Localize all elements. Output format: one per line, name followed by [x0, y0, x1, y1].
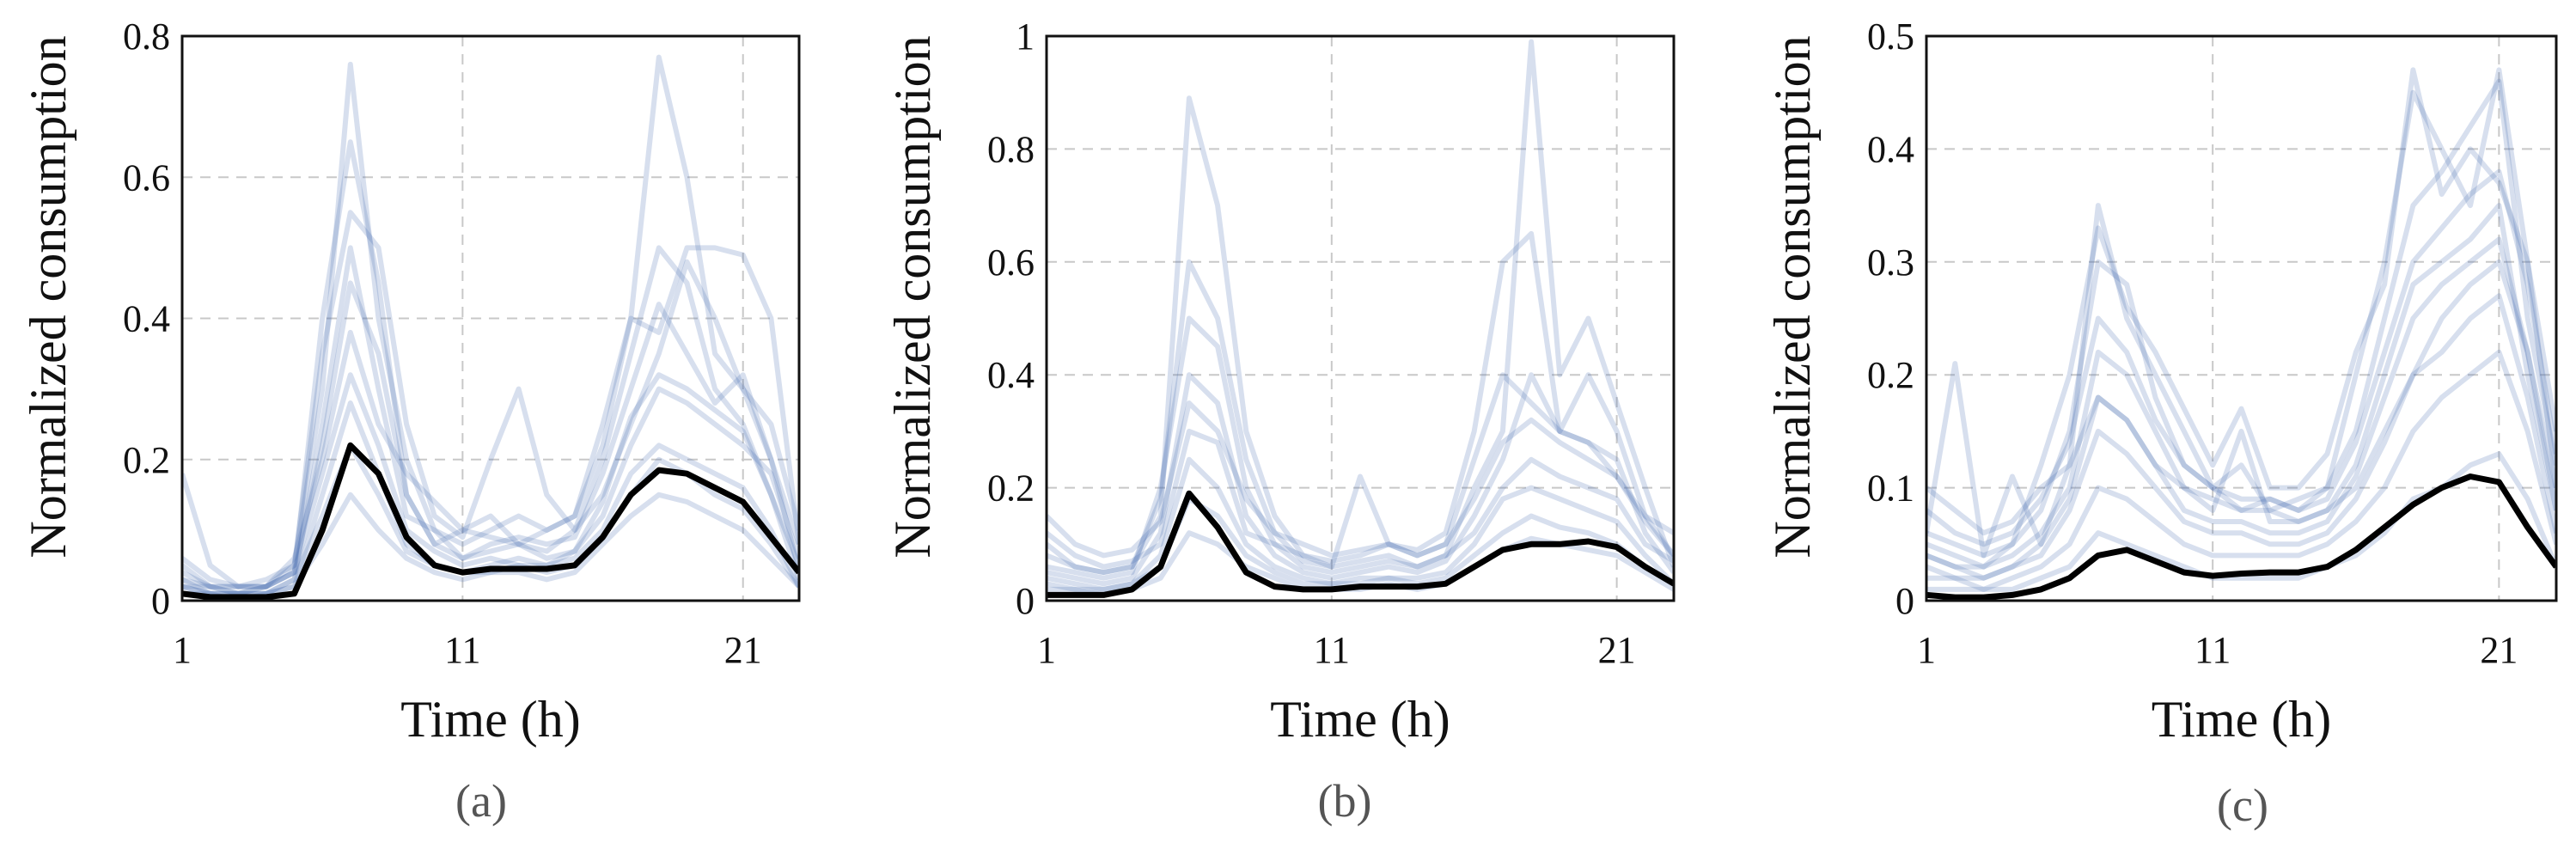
x-tick-label: 1: [1037, 629, 1056, 671]
profile-line: [1047, 400, 1674, 559]
y-tick-label: 0.2: [987, 467, 1035, 510]
profile-line: [182, 54, 799, 589]
profile-line: [1047, 95, 1674, 576]
profile-line: [1047, 372, 1674, 587]
y-tick-label: 0.6: [123, 156, 170, 199]
profile-line: [182, 139, 799, 596]
y-tick-label: 0.5: [1867, 15, 1914, 58]
y-tick-label: 0.4: [123, 298, 170, 340]
profile-line: [1926, 203, 2556, 570]
plot-area: [1926, 67, 2556, 601]
profile-line: [1926, 236, 2556, 581]
mean-profile-line: [1926, 473, 2556, 601]
y-tick-label: 0.8: [123, 15, 170, 58]
profile-line: [1047, 259, 1674, 576]
subfigure-caption: (b): [1318, 775, 1372, 827]
profile-line: [1926, 67, 2556, 559]
subfigure-caption: (a): [455, 775, 507, 827]
profile-line: [182, 245, 799, 596]
y-tick-label: 0.8: [987, 128, 1035, 170]
plot-frame: [1045, 34, 1676, 602]
profile-line: [182, 400, 799, 601]
x-axis-label: Time (h): [400, 691, 580, 748]
y-tick-label: 0.6: [987, 241, 1035, 284]
profile-line: [1926, 293, 2556, 581]
plot-frame: [1925, 34, 2558, 602]
y-tick-label: 0.4: [1867, 128, 1914, 170]
profile-line: [182, 492, 799, 596]
x-tick-label: 11: [1314, 629, 1350, 671]
profile-line: [1926, 168, 2556, 547]
profile-line: [1047, 428, 1674, 570]
y-axis-label: Normalized consumption: [1764, 35, 1821, 558]
profile-line: [1926, 259, 2556, 536]
mean-profile-line: [1047, 490, 1674, 598]
x-tick-label: 11: [2194, 629, 2231, 671]
x-tick-label: 11: [444, 629, 480, 671]
y-tick-label: 0: [1016, 580, 1035, 622]
y-axis-label: Normalized consumption: [884, 35, 941, 558]
mean-profile-line: [182, 442, 799, 601]
profile-line: [1926, 78, 2556, 570]
profile-line: [1047, 456, 1674, 592]
plot-frame: [180, 34, 801, 602]
y-tick-label: 1: [1016, 15, 1035, 58]
profile-line: [1926, 451, 2556, 592]
x-tick-label: 21: [1598, 629, 1636, 671]
profile-line: [182, 329, 799, 589]
profile-line: [182, 372, 799, 596]
y-tick-label: 0: [1895, 580, 1914, 622]
profile-line: [1926, 67, 2556, 559]
profile-line: [182, 210, 799, 589]
x-tick-label: 1: [173, 629, 192, 671]
x-tick-label: 21: [2480, 629, 2518, 671]
x-tick-label: 21: [724, 629, 762, 671]
y-tick-label: 0.2: [123, 439, 170, 481]
plot-area: [1047, 39, 1674, 598]
x-tick-label: 1: [1917, 629, 1936, 671]
profile-line: [1047, 39, 1674, 581]
y-tick-label: 0: [151, 580, 170, 622]
profile-line: [182, 245, 799, 589]
profile-line: [1926, 349, 2556, 592]
y-tick-label: 0.4: [987, 354, 1035, 396]
y-tick-label: 0.2: [1867, 354, 1914, 396]
x-axis-label: Time (h): [1270, 691, 1450, 748]
subfigure-caption: (c): [2217, 779, 2268, 831]
y-axis-label: Normalized consumption: [20, 35, 76, 558]
y-tick-label: 0.1: [1867, 467, 1914, 510]
y-tick-label: 0.3: [1867, 241, 1914, 284]
plot-area: [182, 54, 799, 601]
x-axis-label: Time (h): [2152, 691, 2331, 748]
